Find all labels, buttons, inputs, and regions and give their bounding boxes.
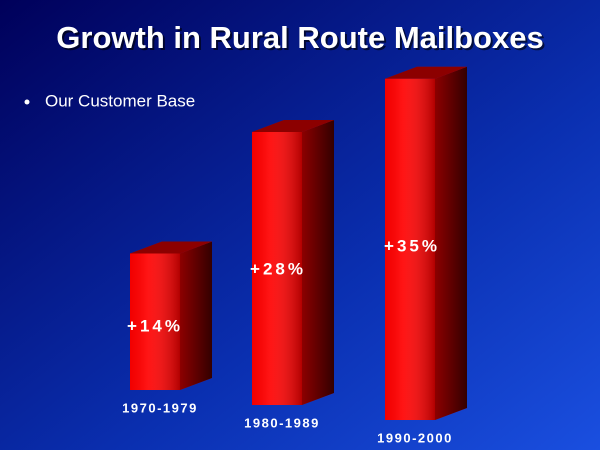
category-label: 1980-1989	[244, 415, 320, 430]
chart-title-shadow: Growth in Rural Route Mailboxes	[58, 22, 545, 57]
bar-top	[130, 241, 212, 254]
category-label: 1970-1979	[122, 400, 198, 415]
value-label: +14%	[127, 316, 183, 335]
value-label: +28%	[250, 259, 306, 278]
bar-side-shade	[180, 241, 212, 390]
bar-shade	[252, 132, 302, 405]
subtitle: Our Customer Base	[45, 91, 195, 110]
bar-top-shade	[252, 120, 334, 132]
bar-shade	[385, 78, 435, 420]
chart-title: Growth in Rural Route Mailboxes	[56, 20, 543, 55]
bar-top	[385, 66, 467, 79]
bar-top-shade	[385, 66, 467, 79]
bar-top	[252, 120, 334, 132]
bar-shade	[130, 253, 180, 390]
bars: +14% 1970-1979 +28% 1980-1989 +35% 1990-2000	[122, 66, 467, 445]
bar-side-shade	[435, 66, 467, 420]
bar-side-shade	[302, 120, 334, 405]
bullet	[24, 99, 30, 105]
value-label: +35%	[384, 236, 440, 255]
category-label: 1990-2000	[377, 430, 453, 445]
bar-top-shade	[130, 241, 212, 254]
